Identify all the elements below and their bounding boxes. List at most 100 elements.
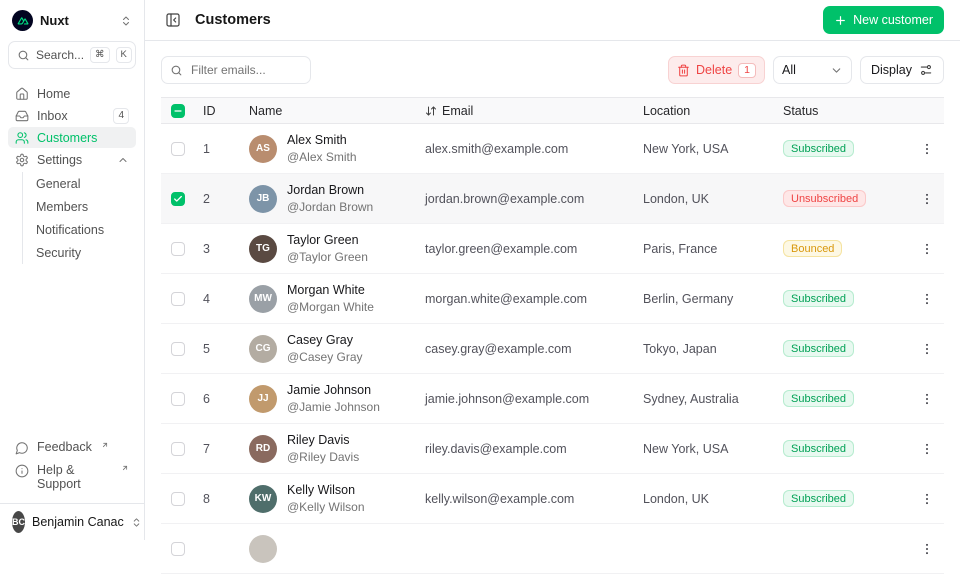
sidebar-item-customers[interactable]: Customers [8,127,136,148]
cell-location: Sydney, Australia [643,391,739,406]
cell-id: 7 [203,441,210,456]
customer-name: Jamie Johnson [287,382,372,397]
table-body: 1 AS Alex Smith @Alex Smith alex.smith@e… [161,124,944,574]
cell-name [241,534,417,563]
customer-name: Casey Gray [287,332,353,347]
cell-location: Berlin, Germany [643,291,734,306]
table-row: 5 CG Casey Gray @Casey Gray casey.gray@e… [161,324,944,374]
external-link-icon [101,441,109,449]
status-filter-select[interactable]: All [773,56,852,84]
cell-name: AS Alex Smith @Alex Smith [241,132,417,165]
sidebar-item-notifications[interactable]: Notifications [36,222,105,237]
display-button[interactable]: Display [860,56,944,84]
help-support-label: Help & Support [37,463,81,491]
row-actions-button[interactable] [915,537,939,561]
table-row: 8 KW Kelly Wilson @Kelly Wilson kelly.wi… [161,474,944,524]
customer-handle: @Jordan Brown [287,199,374,214]
sidebar-item-home[interactable]: Home [8,83,136,104]
external-link-icon [121,464,129,472]
cell-id: 5 [203,341,210,356]
sidebar-item-members[interactable]: Members [36,199,89,214]
gear-icon [15,153,29,167]
cell-email: jamie.johnson@example.com [425,391,590,406]
feedback-link[interactable]: Feedback [8,436,136,459]
avatar: TG [249,234,277,263]
cell-email: kelly.wilson@example.com [425,491,575,506]
column-header-email-label: Email [442,103,474,118]
row-checkbox[interactable] [171,291,185,306]
row-checkbox[interactable] [171,441,185,456]
sidebar-item-security[interactable]: Security [36,245,82,260]
workspace-switcher[interactable]: Nuxt [0,0,144,37]
row-actions-button[interactable] [915,237,939,261]
kbd-k: K [115,47,132,63]
row-checkbox[interactable] [171,491,185,506]
cell-name: CG Casey Gray @Casey Gray [241,332,417,365]
customer-handle: @Kelly Wilson [287,499,365,514]
cell-location: New York, USA [643,141,729,156]
user-menu[interactable]: BC Benjamin Canac [0,503,144,540]
status-badge: Bounced [783,240,843,257]
status-badge: Subscribed [783,340,855,357]
row-checkbox[interactable] [171,391,185,406]
customer-name: Riley Davis [287,432,350,447]
new-customer-button[interactable]: New customer [823,6,944,34]
cell-id: 6 [203,391,210,406]
sidebar-item-inbox[interactable]: Inbox 4 [8,105,136,126]
help-support-link[interactable]: Help & Support [8,459,136,495]
cell-location: Tokyo, Japan [643,341,717,356]
row-actions-button[interactable] [915,437,939,461]
customer-name: Taylor Green [287,232,359,247]
delete-button[interactable]: Delete 1 [668,56,765,84]
sidebar-spacer [0,264,144,436]
row-actions-button[interactable] [915,137,939,161]
cell-id: 3 [203,241,210,256]
select-all-checkbox[interactable] [171,103,185,118]
cell-email: casey.gray@example.com [425,341,572,356]
cell-id: 8 [203,491,210,506]
info-circle-icon [15,464,29,478]
search-placeholder: Search... [36,48,85,62]
cell-status: Subscribed [775,490,915,507]
row-checkbox[interactable] [171,341,185,356]
avatar [249,534,277,563]
cell-status: Unsubscribed [775,190,915,207]
sidebar: Nuxt Search... ⌘ K Home [0,0,145,540]
filter-emails-input[interactable] [161,56,311,84]
row-actions-button[interactable] [915,337,939,361]
cell-status: Bounced [775,240,915,257]
cell-email: alex.smith@example.com [425,141,569,156]
cell-name: RD Riley Davis @Riley Davis [241,432,417,465]
panel-left-close-icon [165,12,181,28]
cell-email: taylor.green@example.com [425,241,578,256]
avatar: KW [249,484,277,513]
row-actions-button[interactable] [915,187,939,211]
sidebar-item-general[interactable]: General [36,176,81,191]
chevron-up-icon [117,154,129,166]
customers-table: ID Name Email Location Status [161,97,944,574]
row-actions-button[interactable] [915,387,939,411]
avatar: MW [249,284,277,313]
row-checkbox[interactable] [171,541,185,556]
customer-handle: @Taylor Green [287,249,368,264]
search-input[interactable]: Search... ⌘ K [8,41,136,69]
collapse-sidebar-button[interactable] [161,8,185,32]
column-header-location: Location [643,103,691,118]
row-checkbox[interactable] [171,141,185,156]
column-header-email[interactable]: Email [417,104,635,118]
table-row: 6 JJ Jamie Johnson @Jamie Johnson jamie.… [161,374,944,424]
cell-status: Subscribed [775,390,915,407]
sidebar-item-settings[interactable]: Settings [8,149,136,170]
row-actions-button[interactable] [915,287,939,311]
row-checkbox[interactable] [171,191,185,206]
feedback-label: Feedback [37,440,92,454]
customer-handle: @Morgan White [287,299,374,314]
filter-emails-field[interactable] [189,62,302,78]
cell-status: Subscribed [775,290,915,307]
row-actions-button[interactable] [915,487,939,511]
row-checkbox[interactable] [171,241,185,256]
users-icon [15,131,29,145]
cell-email: jordan.brown@example.com [425,191,585,206]
sidebar-nav: Home Inbox 4 Customers Settings [0,83,144,264]
